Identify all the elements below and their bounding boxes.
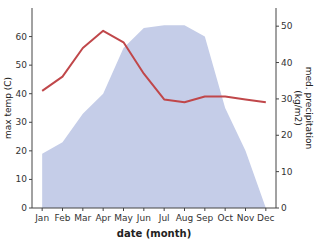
x-tick	[123, 208, 124, 211]
chart: 010203040506001020304050JanFebMarAprMayJ…	[0, 0, 318, 242]
y2-tick	[276, 135, 279, 136]
y-tick-label: 50	[16, 60, 28, 70]
y2-tick	[276, 62, 279, 63]
x-tick	[225, 208, 226, 211]
y-tick	[29, 36, 32, 37]
y2-axis-line	[276, 8, 277, 208]
y-tick-label: 10	[16, 174, 28, 184]
y2-tick	[276, 26, 279, 27]
area	[42, 25, 266, 208]
x-tick-label: Apr	[95, 213, 111, 223]
x-tick	[184, 208, 185, 211]
plot-area	[42, 25, 266, 208]
y2-tick	[276, 208, 279, 209]
y2-axis-label: med. precipitation(kg/m2)	[293, 67, 314, 149]
x-tick-label: Feb	[55, 213, 71, 223]
y-axis-line	[32, 8, 33, 208]
x-tick	[164, 208, 165, 211]
x-tick	[82, 208, 83, 211]
y-tick	[29, 150, 32, 151]
y-axis-label: max temp (C)	[3, 77, 13, 139]
y-tick-label: 40	[16, 89, 28, 99]
y2-tick	[276, 98, 279, 99]
y2-tick	[276, 171, 279, 172]
y-tick	[29, 122, 32, 123]
x-tick-label: Dec	[257, 213, 274, 223]
y-tick-label: 30	[16, 117, 28, 127]
chart-container: 010203040506001020304050JanFebMarAprMayJ…	[0, 0, 318, 242]
x-tick	[204, 208, 205, 211]
x-tick-label: Jun	[136, 213, 151, 223]
x-tick-label: Jul	[158, 213, 170, 223]
y2-tick-label: 40	[281, 58, 293, 68]
x-tick-label: Sep	[196, 213, 213, 223]
y-tick	[29, 179, 32, 180]
y2-tick-label: 20	[281, 130, 293, 140]
x-axis-line	[32, 208, 276, 209]
x-tick	[245, 208, 246, 211]
x-tick-label: Aug	[176, 213, 194, 223]
x-tick	[103, 208, 104, 211]
x-tick-label: Nov	[237, 213, 255, 223]
x-tick	[143, 208, 144, 211]
y-tick-label: 0	[21, 203, 27, 213]
y-tick	[29, 65, 32, 66]
x-tick-label: Oct	[217, 213, 233, 223]
x-tick	[62, 208, 63, 211]
y-tick	[29, 93, 32, 94]
x-tick-label: Jan	[34, 213, 49, 223]
y2-axis-label-line: med. precipitation	[304, 67, 314, 149]
x-tick	[265, 208, 266, 211]
x-tick	[42, 208, 43, 211]
y2-tick-label: 30	[281, 94, 293, 104]
y-tick-label: 60	[16, 32, 28, 42]
y-tick-label: 20	[16, 146, 28, 156]
y2-tick-label: 0	[281, 203, 287, 213]
x-axis-label: date (month)	[117, 228, 191, 239]
y2-axis-label-line: (kg/m2)	[293, 90, 303, 125]
y-tick	[29, 208, 32, 209]
x-tick-label: May	[114, 213, 133, 223]
line	[42, 31, 266, 102]
y2-tick-label: 10	[281, 167, 293, 177]
y2-tick-label: 50	[281, 21, 293, 31]
x-tick-label: Mar	[74, 213, 91, 223]
